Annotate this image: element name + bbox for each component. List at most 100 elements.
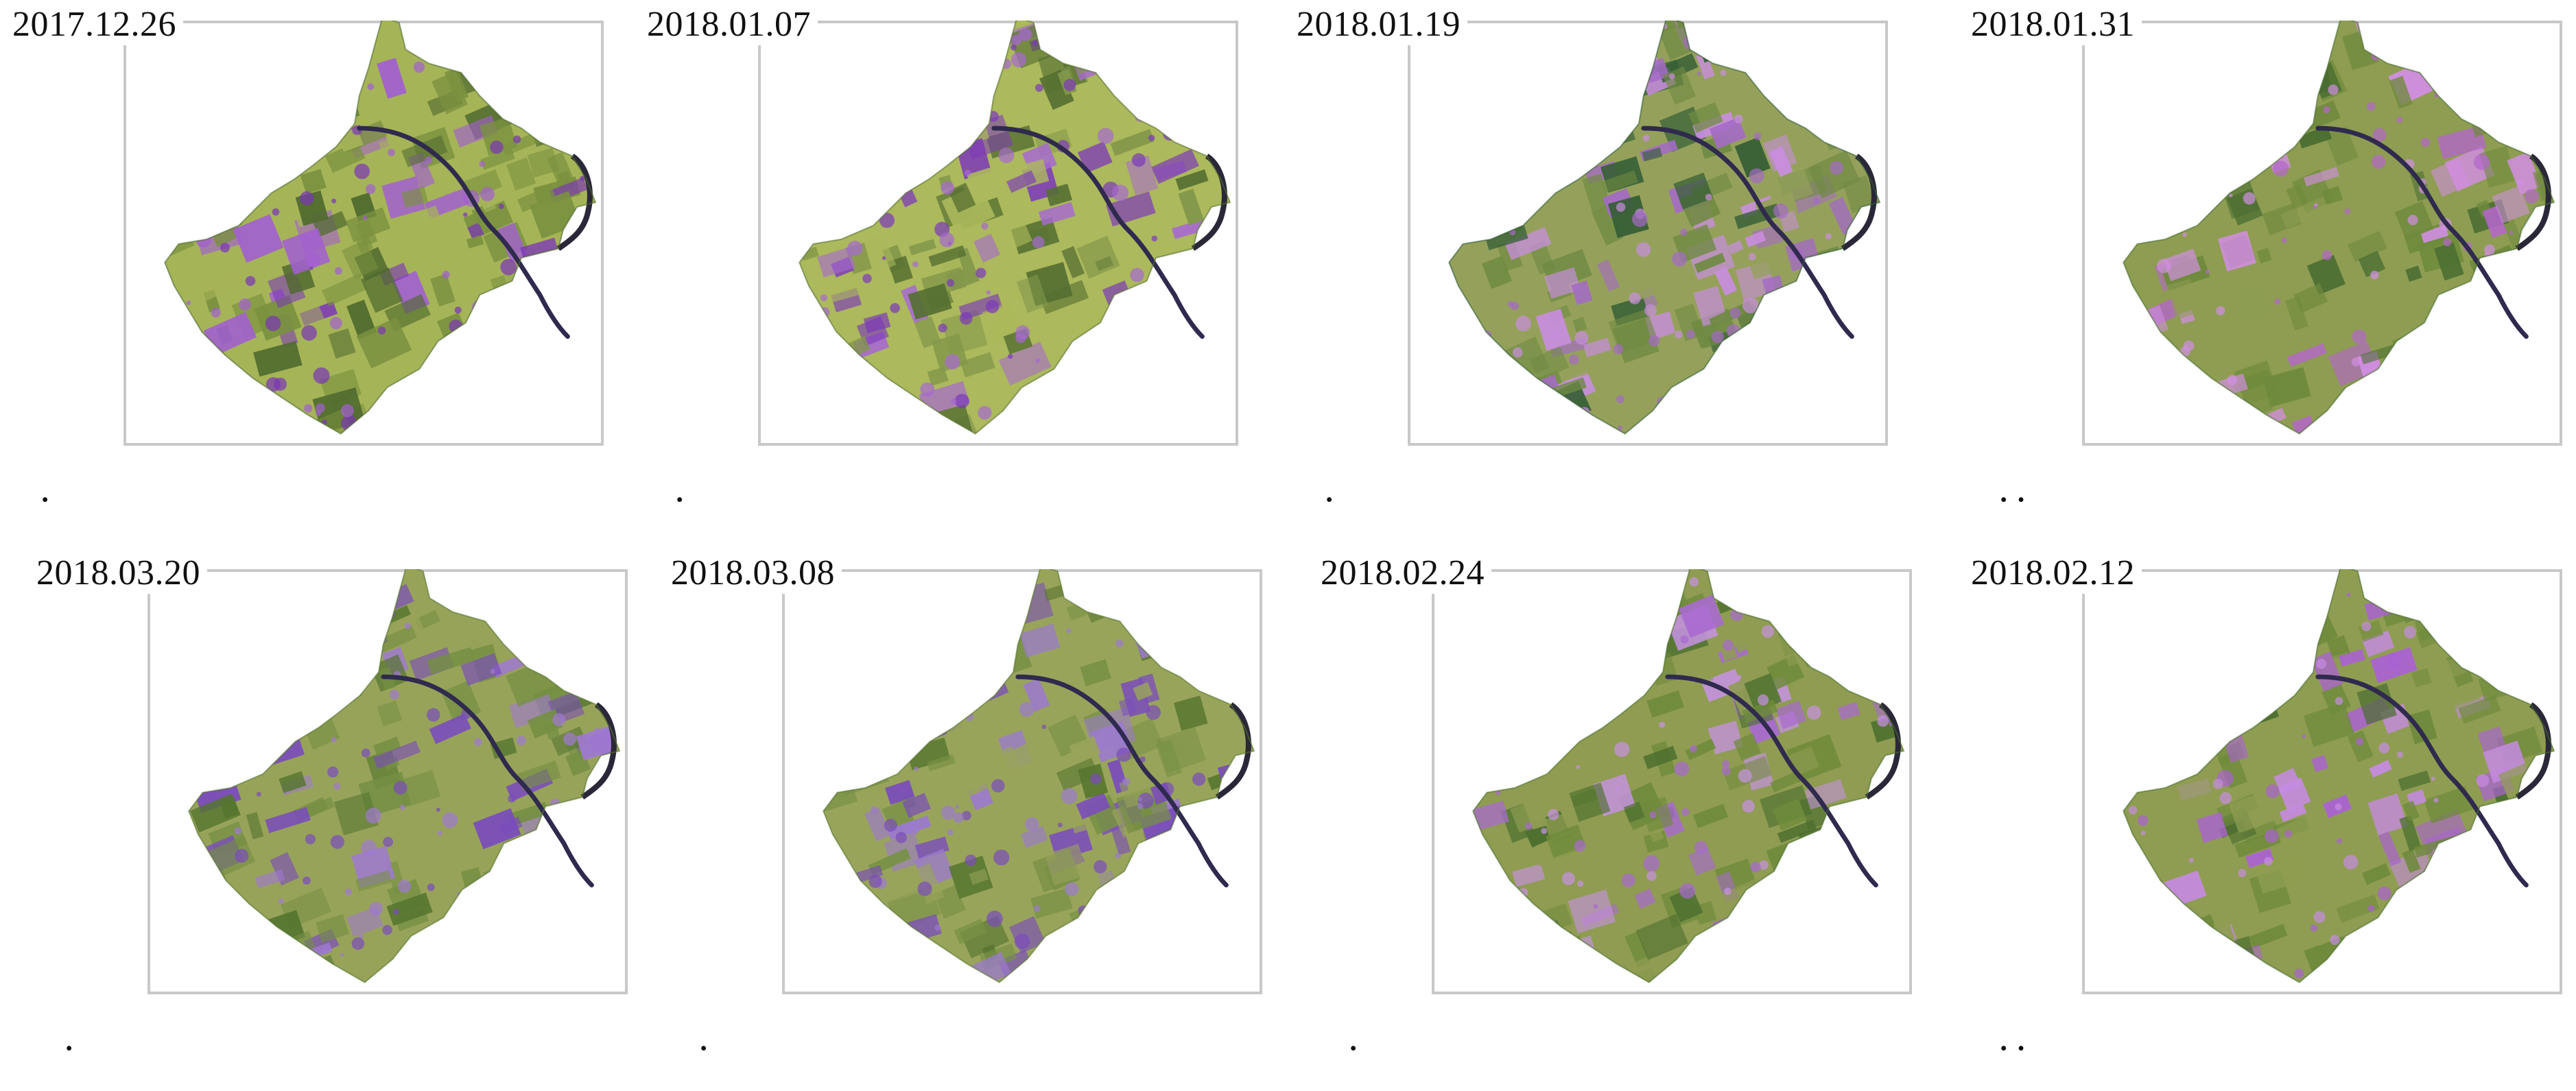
field-patch bbox=[1059, 926, 1104, 965]
speckle bbox=[844, 686, 852, 694]
speckle bbox=[1616, 82, 1630, 95]
speckle bbox=[991, 779, 1005, 793]
speckle bbox=[524, 885, 532, 894]
field-patch bbox=[578, 802, 612, 827]
field-patch bbox=[241, 425, 265, 434]
speckle bbox=[2229, 193, 2233, 197]
field-patch bbox=[1069, 736, 1101, 763]
field-patch bbox=[248, 737, 272, 761]
field-patch bbox=[473, 808, 521, 850]
speckle bbox=[198, 427, 209, 434]
speckle bbox=[978, 406, 992, 420]
speckle bbox=[2433, 798, 2439, 803]
field-patch bbox=[799, 98, 808, 125]
speckle bbox=[577, 603, 589, 615]
field-patch bbox=[1016, 274, 1049, 313]
speckle bbox=[291, 97, 298, 104]
field-patch bbox=[1076, 235, 1120, 279]
field-patch bbox=[1533, 413, 1567, 434]
speckle bbox=[382, 924, 392, 935]
speckle bbox=[1668, 73, 1675, 80]
speckle bbox=[323, 949, 328, 955]
speckle bbox=[2128, 381, 2141, 394]
speckle bbox=[1826, 627, 1831, 632]
field-patch bbox=[874, 100, 907, 136]
field-patch bbox=[831, 680, 860, 707]
speckle bbox=[2516, 110, 2529, 122]
field-patch bbox=[1673, 172, 1714, 210]
field-patch bbox=[527, 843, 566, 877]
field-patch bbox=[386, 407, 435, 434]
speckle bbox=[2233, 75, 2237, 79]
field-patch bbox=[2188, 110, 2234, 141]
field-patch bbox=[2132, 717, 2156, 743]
speckle bbox=[1065, 882, 1079, 897]
field-patch bbox=[207, 680, 233, 703]
speckle bbox=[2450, 392, 2464, 405]
field-patch bbox=[233, 626, 270, 659]
speckle bbox=[383, 837, 394, 848]
speckle bbox=[1830, 160, 1844, 175]
field-patch bbox=[2231, 609, 2270, 636]
speckle bbox=[1067, 930, 1073, 935]
field-patch bbox=[1643, 990, 1688, 994]
speckle bbox=[198, 660, 211, 673]
speckle bbox=[882, 256, 886, 261]
speckle bbox=[1591, 601, 1602, 612]
speckle bbox=[289, 84, 299, 94]
field-patch bbox=[268, 415, 302, 434]
field-patch bbox=[1643, 601, 1667, 625]
field-patch bbox=[1687, 376, 1738, 419]
field-patch bbox=[1006, 170, 1037, 193]
speckle bbox=[1061, 788, 1078, 804]
speckle bbox=[273, 377, 287, 391]
speckle bbox=[1115, 852, 1121, 859]
speckle bbox=[890, 303, 900, 313]
speckle bbox=[2361, 621, 2372, 632]
speckle bbox=[831, 93, 845, 107]
field-patch bbox=[1061, 245, 1085, 278]
field-patch bbox=[967, 164, 1006, 189]
field-patch bbox=[123, 185, 163, 220]
field-patch bbox=[1142, 375, 1173, 395]
field-patch bbox=[1769, 146, 1793, 178]
field-patch bbox=[2327, 773, 2374, 803]
speckle bbox=[265, 315, 281, 331]
field-patch bbox=[902, 793, 931, 818]
speckle bbox=[425, 156, 433, 165]
field-patch bbox=[602, 863, 620, 883]
field-patch bbox=[2137, 99, 2161, 131]
speckle bbox=[2310, 924, 2318, 932]
field-patch bbox=[1202, 365, 1231, 398]
speckle bbox=[879, 752, 890, 763]
field-patch bbox=[1142, 309, 1190, 348]
field-patch bbox=[1779, 17, 1808, 23]
speckle bbox=[1032, 40, 1039, 47]
river-line bbox=[2315, 674, 2529, 888]
field-patch bbox=[2471, 119, 2496, 138]
field-patch bbox=[254, 138, 272, 155]
speckle bbox=[945, 106, 954, 115]
field-patch bbox=[1535, 129, 1557, 160]
speckle bbox=[571, 120, 580, 130]
field-patch bbox=[429, 713, 471, 745]
date-label: 2017.12.26 bbox=[12, 7, 183, 45]
field-patch bbox=[1195, 287, 1231, 329]
speckle bbox=[1758, 346, 1774, 361]
speckle bbox=[1008, 353, 1013, 359]
field-patch bbox=[1469, 139, 1495, 169]
field-patch bbox=[2123, 695, 2150, 718]
speckle bbox=[2370, 270, 2379, 280]
speckle bbox=[2212, 778, 2223, 789]
speckle bbox=[512, 135, 521, 143]
field-patch bbox=[1868, 815, 1904, 855]
speckle bbox=[2513, 617, 2517, 622]
field-patch bbox=[2242, 819, 2279, 844]
speckle bbox=[426, 708, 440, 722]
field-patch bbox=[189, 711, 193, 735]
field-patch bbox=[2176, 943, 2214, 975]
speckle bbox=[244, 395, 257, 408]
speckle bbox=[920, 382, 935, 397]
field-patch bbox=[1729, 933, 1764, 969]
speckle bbox=[1011, 34, 1022, 46]
